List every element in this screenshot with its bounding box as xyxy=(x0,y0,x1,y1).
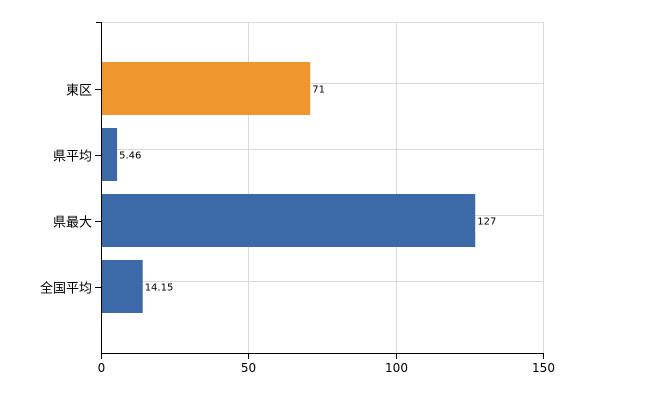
bar xyxy=(101,128,118,181)
category-label: 県平均 xyxy=(53,150,92,165)
x-tick-label: 100 xyxy=(385,361,408,375)
bar xyxy=(101,194,476,247)
axes xyxy=(95,22,544,359)
category-label: 全国平均 xyxy=(40,281,92,297)
bar xyxy=(101,260,143,313)
bar-value-label: 71 xyxy=(312,85,325,96)
bar-value-label: 127 xyxy=(477,217,496,228)
bars xyxy=(101,62,476,313)
x-tick-label: 0 xyxy=(98,361,106,375)
bar-value-label: 14.15 xyxy=(145,283,174,294)
bar xyxy=(101,62,311,115)
x-tick-label: 50 xyxy=(241,361,256,375)
bar-value-label: 5.46 xyxy=(119,151,141,162)
x-tick-label: 150 xyxy=(532,361,555,375)
category-label: 県最大 xyxy=(53,216,92,231)
category-label: 東区 xyxy=(66,83,92,99)
